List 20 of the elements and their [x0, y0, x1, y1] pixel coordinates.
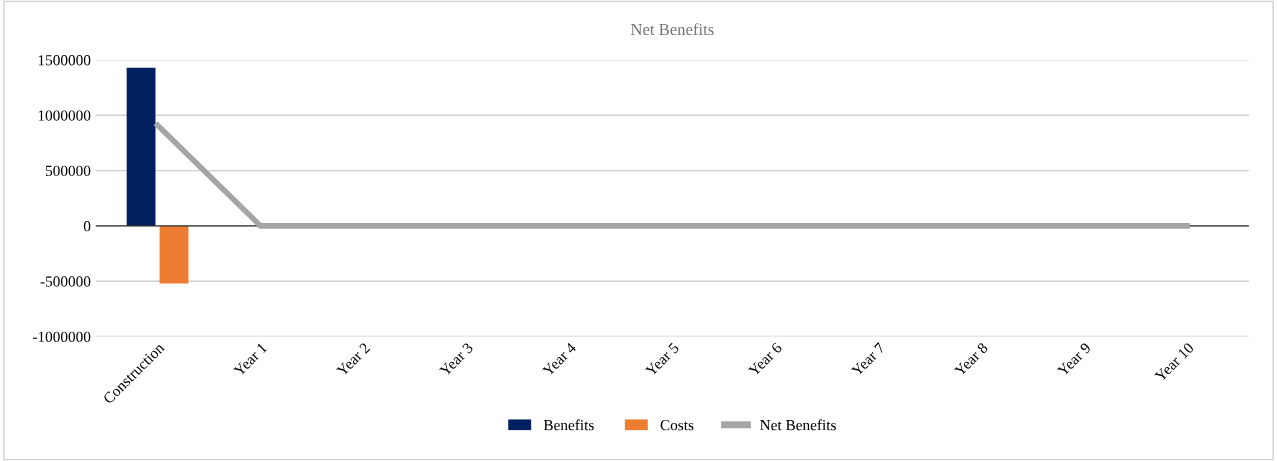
x-tick-label: Year 6: [747, 342, 783, 377]
x-tick-label: Year 7: [850, 342, 886, 377]
x-tick-label: Year 4: [541, 341, 577, 377]
x-tick-label: Year 1: [232, 342, 268, 377]
y-tick-label: 0: [83, 221, 91, 232]
x-tick-label: Year 8: [953, 342, 989, 377]
y-tick-label: 1000000: [38, 110, 91, 121]
y-tick-label: 1500000: [38, 55, 91, 66]
legend-label: Benefits: [543, 419, 594, 431]
x-tick-label: Year 2: [335, 342, 371, 377]
x-tick-label: Year 5: [644, 342, 680, 377]
x-tick-label: Year 9: [1056, 342, 1092, 377]
x-tick-label: Year 3: [438, 342, 474, 377]
legend-label: Net Benefits: [760, 419, 836, 431]
y-tick-label: -1000000: [32, 331, 91, 342]
x-tick-label: Year 10: [1154, 342, 1195, 383]
y-tick-label: 500000: [45, 165, 91, 177]
chart-title: Net Benefits: [630, 23, 714, 36]
legend-label: Costs: [660, 420, 694, 431]
y-tick-label: -500000: [40, 276, 91, 287]
